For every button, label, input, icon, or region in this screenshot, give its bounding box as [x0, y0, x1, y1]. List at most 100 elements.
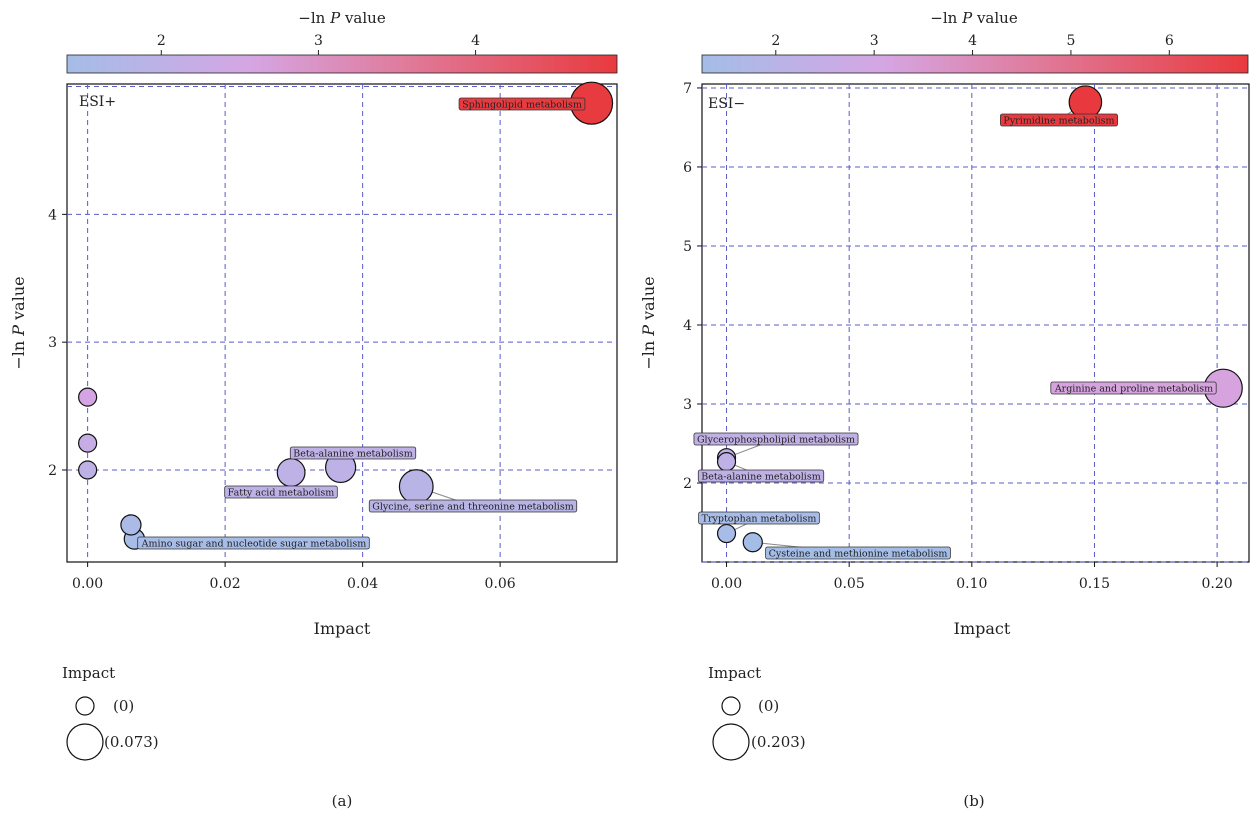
- point-label: Cysteine and methionine metabolism: [765, 546, 951, 560]
- colorbar-tick-label: 3: [870, 33, 879, 49]
- gridlines: [702, 84, 1249, 563]
- point-label: Glycine, serine and threonine metabolism: [368, 499, 578, 513]
- colorbar-gradient: [701, 54, 1249, 74]
- point-label-box: [289, 446, 417, 460]
- y-axis-label: −ln P value: [639, 276, 658, 369]
- colorbar: −ln P value 2 3 4: [66, 9, 618, 74]
- size-legend-large-label: (0.203): [751, 733, 806, 751]
- point-label-text: Cysteine and methionine metabolism: [769, 549, 948, 560]
- point-label-text: Glycine, serine and threonine metabolism: [372, 502, 573, 513]
- data-point: [716, 523, 737, 544]
- point-label-box: [697, 469, 825, 483]
- point-label: Glycerophospholipid metabolism: [693, 432, 859, 446]
- colorbar-tick-label: 2: [157, 33, 166, 49]
- point-label-box: [693, 432, 859, 446]
- point-label-text: Amino sugar and nucleotide sugar metabol…: [141, 539, 367, 550]
- size-legend-large-circle: [712, 723, 750, 761]
- size-legend-large-label: (0.073): [104, 733, 159, 751]
- point-label-box: [1050, 381, 1217, 395]
- x-axis: 0.00 0.05 0.10 0.15 0.20: [711, 562, 1233, 592]
- y-tick-label: 3: [48, 335, 57, 351]
- point-labels: Sphingolipid metabolism Beta-alanine meta…: [137, 97, 586, 550]
- data-point: [398, 469, 434, 505]
- x-tick-label: 0.00: [72, 576, 103, 592]
- point-label-text: Tryptophan metabolism: [702, 514, 817, 525]
- y-axis: 2 3 4: [48, 207, 67, 479]
- data-point: [78, 433, 98, 453]
- size-legend: Impact (0) (0.203): [708, 664, 806, 761]
- point-label: Sphingolipid metabolism: [458, 97, 586, 111]
- size-legend-small-circle: [75, 696, 95, 716]
- colorbar-tick-label: 2: [771, 33, 780, 49]
- data-point: [120, 514, 142, 536]
- colorbar-title: −ln P value: [930, 9, 1018, 27]
- colorbar: −ln P value 2 3 4 5 6: [701, 9, 1249, 74]
- panel-a: −ln P value 2 3 4 0.00 0.02 0.04 0.06 2 3 4 Sph…: [9, 9, 618, 810]
- y-axis-label: −ln P value: [9, 276, 28, 369]
- size-legend-large-circle: [66, 723, 104, 761]
- point-label-box: [368, 499, 578, 513]
- point-label: Tryptophan metabolism: [698, 511, 820, 525]
- y-axis: 2 3 4 5 6 7: [683, 81, 702, 492]
- data-point: [742, 532, 763, 553]
- x-tick-label: 0.06: [485, 576, 516, 592]
- data-point: [716, 452, 737, 472]
- x-tick-label: 0.05: [834, 576, 865, 592]
- point-label-box: [698, 511, 820, 525]
- point-label-box: [1000, 113, 1118, 127]
- data-point: [78, 460, 98, 480]
- point-label-text: Beta-alanine metabolism: [701, 472, 820, 483]
- data-point: [78, 387, 98, 407]
- point-label: Beta-alanine metabolism: [289, 446, 417, 460]
- x-tick-label: 0.10: [956, 576, 987, 592]
- y-tick-label: 4: [48, 207, 57, 223]
- panel-b: −ln P value 2 3 4 5 6 0.00 0.05 0.10 0.15 0.20 2…: [639, 9, 1250, 810]
- size-legend-small-label: (0): [758, 697, 779, 715]
- colorbar-tick-label: 6: [1165, 33, 1174, 49]
- point-label-text: Pyrimidine metabolism: [1003, 116, 1114, 127]
- x-tick-label: 0.00: [711, 576, 742, 592]
- size-legend: Impact (0) (0.073): [62, 664, 159, 761]
- x-tick-label: 0.15: [1079, 576, 1110, 592]
- x-axis-label: Impact: [314, 619, 371, 638]
- point-label-text: Arginine and proline metabolism: [1054, 384, 1213, 395]
- y-tick-label: 2: [683, 476, 692, 492]
- plot-area: 0.00 0.05 0.10 0.15 0.20 2 3 4 5 6 7 Pyrimidine m…: [683, 81, 1250, 592]
- x-axis: 0.00 0.02 0.04 0.06: [72, 562, 516, 592]
- colorbar-tick-label: 4: [968, 33, 977, 49]
- colorbar-tick-label: 3: [314, 33, 323, 49]
- x-tick-label: 0.20: [1202, 576, 1233, 592]
- panel-caption: (a): [332, 792, 353, 810]
- y-tick-label: 2: [48, 463, 57, 479]
- point-label: Amino sugar and nucleotide sugar metabol…: [137, 536, 370, 550]
- colorbar-tick-label: 4: [471, 33, 480, 49]
- data-point: [1068, 85, 1103, 119]
- point-label: Pyrimidine metabolism: [1000, 113, 1118, 127]
- point-label: Beta-alanine metabolism: [697, 469, 825, 483]
- plot-frame: [66, 83, 618, 563]
- point-label-text: Glycerophospholipid metabolism: [697, 435, 855, 446]
- point-labels: Pyrimidine metabolism Arginine and prolin…: [693, 113, 1217, 560]
- y-tick-label: 7: [683, 81, 692, 97]
- point-label-box: [765, 546, 951, 560]
- size-legend-small-label: (0): [113, 697, 134, 715]
- y-tick-label: 6: [683, 160, 692, 176]
- point-label-text: Sphingolipid metabolism: [462, 100, 582, 111]
- y-tick-label: 3: [683, 397, 692, 413]
- point-label: Fatty acid metabolism: [224, 485, 338, 499]
- size-legend-title: Impact: [62, 664, 115, 682]
- panel-caption: (b): [963, 792, 984, 810]
- colorbar-tick-label: 5: [1066, 33, 1075, 49]
- point-label-box: [137, 536, 370, 550]
- point-label-box: [458, 97, 586, 111]
- panel-annotation: ESI+: [79, 94, 116, 110]
- point-label-text: Fatty acid metabolism: [228, 488, 335, 499]
- colorbar-ticks: 2 3 4 5 6: [771, 33, 1174, 55]
- colorbar-ticks: 2 3 4: [157, 33, 480, 55]
- data-points: [78, 81, 614, 550]
- plot-area: 0.00 0.02 0.04 0.06 2 3 4 Sphingolipid metabo…: [48, 81, 618, 592]
- point-label-box: [224, 485, 338, 499]
- x-axis-label: Impact: [954, 619, 1011, 638]
- y-tick-label: 5: [683, 239, 692, 255]
